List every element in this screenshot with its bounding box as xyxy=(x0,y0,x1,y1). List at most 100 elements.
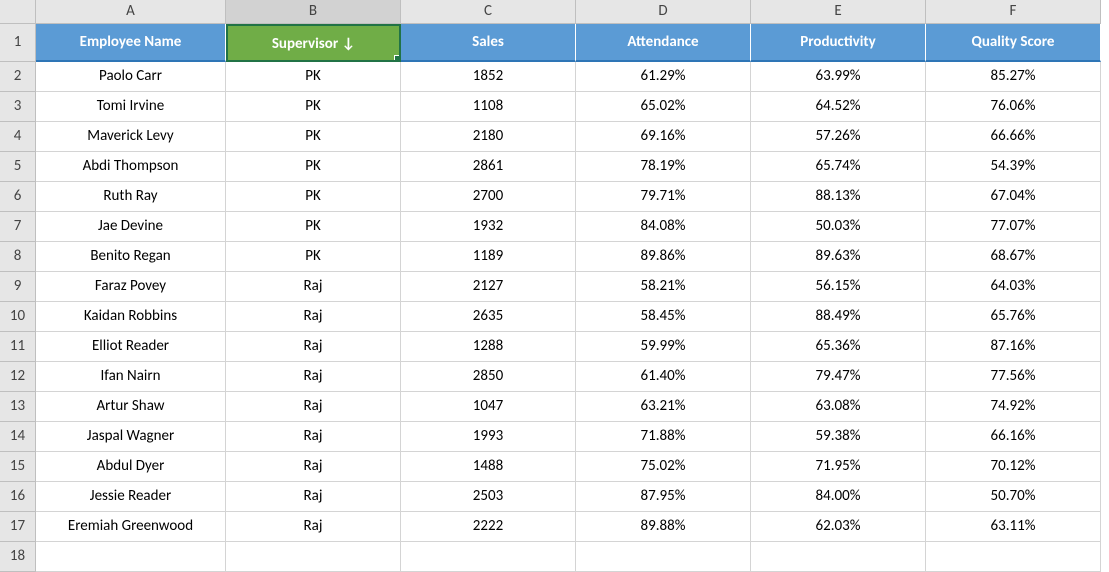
cell-quality[interactable]: 67.04% xyxy=(926,182,1101,212)
cell-quality[interactable]: 64.03% xyxy=(926,272,1101,302)
cell-name[interactable]: Abdi Thompson xyxy=(36,152,226,182)
cell-quality[interactable]: 77.56% xyxy=(926,362,1101,392)
cell-sales[interactable]: 1288 xyxy=(401,332,576,362)
row-header[interactable]: 18 xyxy=(0,542,36,572)
cell-sales[interactable]: 1189 xyxy=(401,242,576,272)
cell-productivity[interactable]: 63.08% xyxy=(751,392,926,422)
col-header-a[interactable]: A xyxy=(36,0,226,24)
cell-quality[interactable]: 68.67% xyxy=(926,242,1101,272)
cell-productivity[interactable]: 64.52% xyxy=(751,92,926,122)
cell-supervisor[interactable]: PK xyxy=(226,92,401,122)
cell-quality[interactable]: 54.39% xyxy=(926,152,1101,182)
cell-supervisor[interactable]: Raj xyxy=(226,512,401,542)
cell-productivity[interactable]: 57.26% xyxy=(751,122,926,152)
cell-name[interactable]: Tomi Irvine xyxy=(36,92,226,122)
row-header[interactable]: 3 xyxy=(0,92,36,122)
cell-productivity[interactable]: 84.00% xyxy=(751,482,926,512)
cell-sales[interactable]: 2503 xyxy=(401,482,576,512)
cell-productivity[interactable]: 88.13% xyxy=(751,182,926,212)
cell-attendance[interactable]: 65.02% xyxy=(576,92,751,122)
row-header[interactable]: 5 xyxy=(0,152,36,182)
row-header[interactable]: 10 xyxy=(0,302,36,332)
cell-name[interactable]: Maverick Levy xyxy=(36,122,226,152)
cell-supervisor[interactable]: PK xyxy=(226,242,401,272)
cell-quality[interactable]: 85.27% xyxy=(926,62,1101,92)
cell-name[interactable]: Kaidan Robbins xyxy=(36,302,226,332)
cell-attendance[interactable]: 58.21% xyxy=(576,272,751,302)
cell-attendance[interactable]: 75.02% xyxy=(576,452,751,482)
header-supervisor-sorted[interactable]: Supervisor ↓ xyxy=(226,24,401,62)
cell-productivity[interactable]: 56.15% xyxy=(751,272,926,302)
cell-quality[interactable]: 70.12% xyxy=(926,452,1101,482)
header-quality-score[interactable]: Quality Score xyxy=(926,24,1101,62)
cell-supervisor[interactable]: Raj xyxy=(226,452,401,482)
cell-sales[interactable]: 2127 xyxy=(401,272,576,302)
cell-productivity[interactable]: 50.03% xyxy=(751,212,926,242)
cell-empty[interactable] xyxy=(36,542,226,572)
cell-quality[interactable]: 63.11% xyxy=(926,512,1101,542)
cell-name[interactable]: Benito Regan xyxy=(36,242,226,272)
cell-attendance[interactable]: 78.19% xyxy=(576,152,751,182)
cell-empty[interactable] xyxy=(226,542,401,572)
row-header[interactable]: 15 xyxy=(0,452,36,482)
cell-name[interactable]: Artur Shaw xyxy=(36,392,226,422)
cell-quality[interactable]: 65.76% xyxy=(926,302,1101,332)
row-header[interactable]: 6 xyxy=(0,182,36,212)
cell-attendance[interactable]: 61.29% xyxy=(576,62,751,92)
cell-empty[interactable] xyxy=(751,542,926,572)
col-header-e[interactable]: E xyxy=(751,0,926,24)
row-header[interactable]: 11 xyxy=(0,332,36,362)
cell-productivity[interactable]: 65.36% xyxy=(751,332,926,362)
cell-attendance[interactable]: 71.88% xyxy=(576,422,751,452)
cell-supervisor[interactable]: PK xyxy=(226,122,401,152)
cell-sales[interactable]: 1852 xyxy=(401,62,576,92)
cell-quality[interactable]: 87.16% xyxy=(926,332,1101,362)
cell-productivity[interactable]: 65.74% xyxy=(751,152,926,182)
cell-name[interactable]: Paolo Carr xyxy=(36,62,226,92)
cell-productivity[interactable]: 62.03% xyxy=(751,512,926,542)
cell-sales[interactable]: 2861 xyxy=(401,152,576,182)
cell-quality[interactable]: 66.16% xyxy=(926,422,1101,452)
cell-supervisor[interactable]: Raj xyxy=(226,272,401,302)
row-header[interactable]: 17 xyxy=(0,512,36,542)
cell-name[interactable]: Faraz Povey xyxy=(36,272,226,302)
cell-attendance[interactable]: 69.16% xyxy=(576,122,751,152)
row-header[interactable]: 9 xyxy=(0,272,36,302)
cell-sales[interactable]: 1108 xyxy=(401,92,576,122)
cell-sales[interactable]: 2635 xyxy=(401,302,576,332)
row-header[interactable]: 2 xyxy=(0,62,36,92)
cell-supervisor[interactable]: Raj xyxy=(226,332,401,362)
cell-sales[interactable]: 1932 xyxy=(401,212,576,242)
cell-attendance[interactable]: 84.08% xyxy=(576,212,751,242)
cell-supervisor[interactable]: Raj xyxy=(226,482,401,512)
cell-name[interactable]: Jessie Reader xyxy=(36,482,226,512)
row-header[interactable]: 16 xyxy=(0,482,36,512)
cell-supervisor[interactable]: Raj xyxy=(226,422,401,452)
header-employee-name[interactable]: Employee Name xyxy=(36,24,226,62)
cell-attendance[interactable]: 58.45% xyxy=(576,302,751,332)
cell-supervisor[interactable]: Raj xyxy=(226,392,401,422)
cell-attendance[interactable]: 63.21% xyxy=(576,392,751,422)
cell-empty[interactable] xyxy=(576,542,751,572)
header-productivity[interactable]: Productivity xyxy=(751,24,926,62)
row-header-1[interactable]: 1 xyxy=(0,24,36,62)
cell-name[interactable]: Ruth Ray xyxy=(36,182,226,212)
col-header-b[interactable]: B xyxy=(226,0,401,24)
cell-quality[interactable]: 66.66% xyxy=(926,122,1101,152)
cell-attendance[interactable]: 59.99% xyxy=(576,332,751,362)
cell-name[interactable]: Jaspal Wagner xyxy=(36,422,226,452)
col-header-f[interactable]: F xyxy=(926,0,1101,24)
cell-name[interactable]: Elliot Reader xyxy=(36,332,226,362)
row-header[interactable]: 8 xyxy=(0,242,36,272)
cell-sales[interactable]: 1047 xyxy=(401,392,576,422)
row-header[interactable]: 14 xyxy=(0,422,36,452)
cell-attendance[interactable]: 89.88% xyxy=(576,512,751,542)
cell-sales[interactable]: 2180 xyxy=(401,122,576,152)
cell-productivity[interactable]: 59.38% xyxy=(751,422,926,452)
cell-quality[interactable]: 74.92% xyxy=(926,392,1101,422)
cell-empty[interactable] xyxy=(926,542,1101,572)
cell-supervisor[interactable]: Raj xyxy=(226,362,401,392)
corner-select-all[interactable] xyxy=(0,0,36,24)
row-header[interactable]: 4 xyxy=(0,122,36,152)
cell-name[interactable]: Abdul Dyer xyxy=(36,452,226,482)
